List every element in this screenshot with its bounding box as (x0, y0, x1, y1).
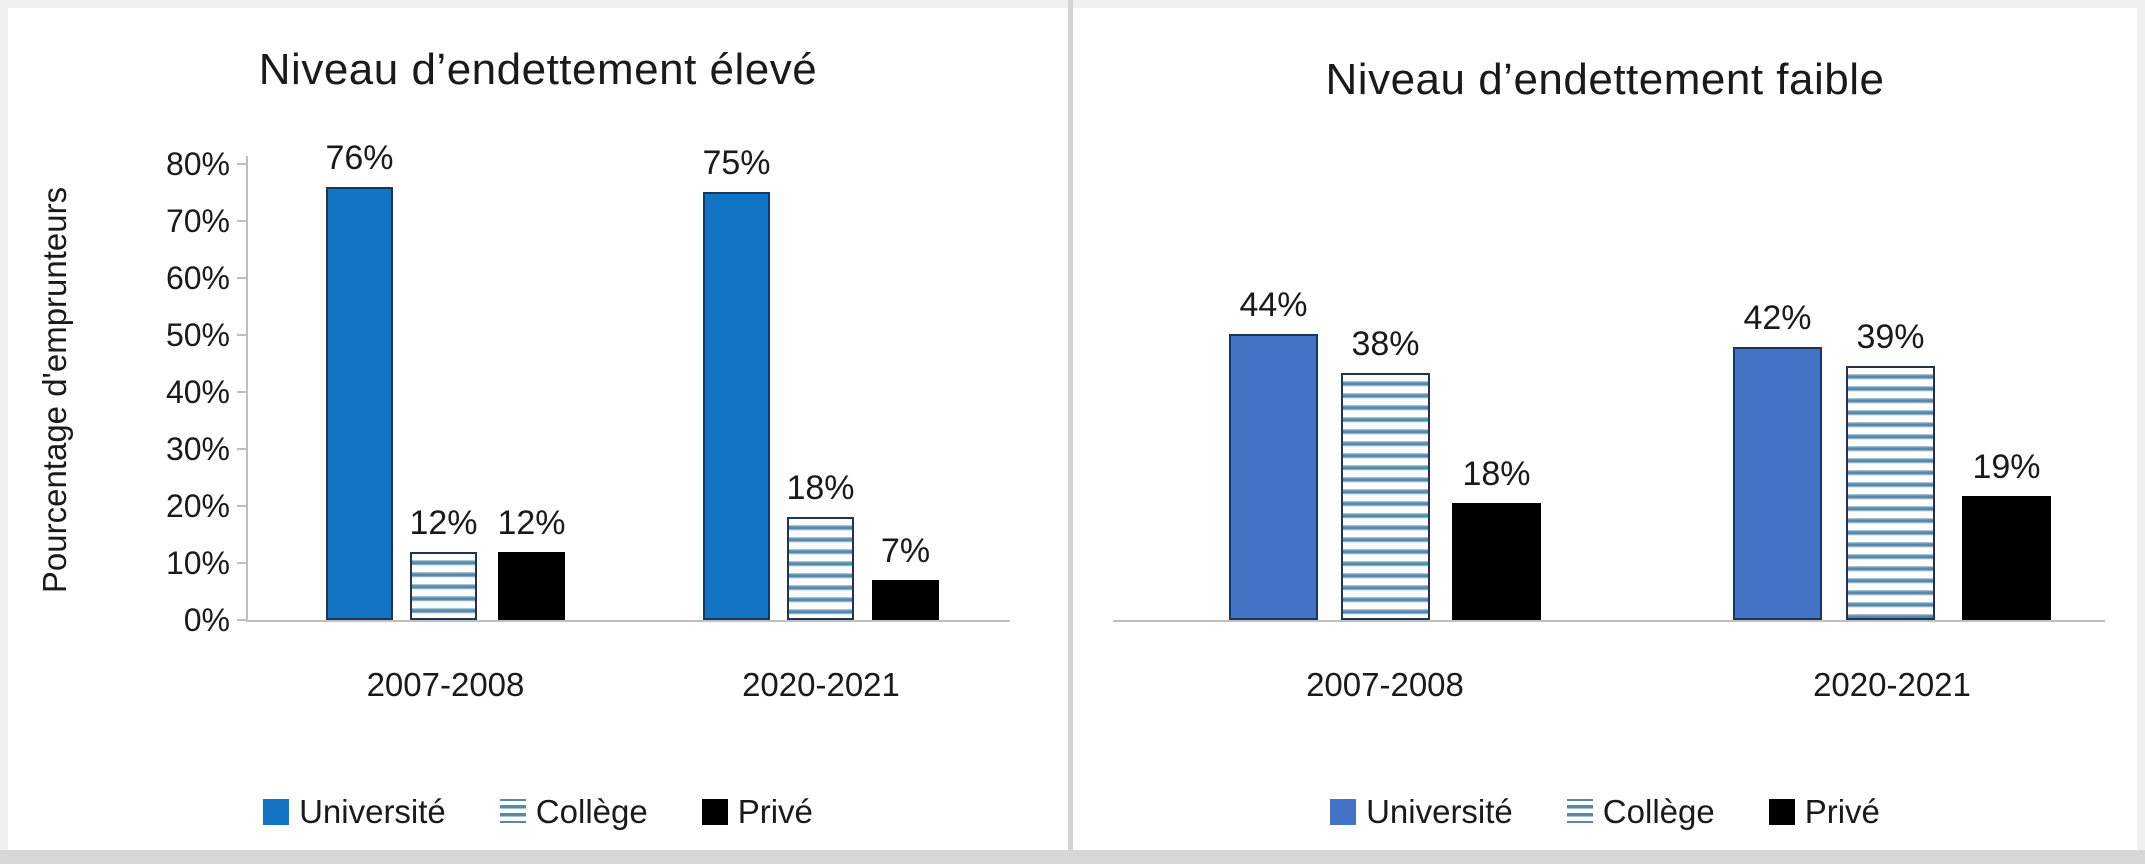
y-tick (237, 448, 246, 450)
legend-item-universite: Université (263, 794, 446, 830)
legend-swatch-college (1566, 799, 1593, 825)
value-label-prive-2020-2021: 7% (880, 532, 931, 570)
value-label-college-2007-2008: 12% (409, 504, 478, 542)
bar-college-2020-2021 (1846, 366, 1935, 620)
y-tick (237, 163, 246, 165)
value-label-prive-2020-2021: 19% (1972, 448, 2041, 486)
value-label-universite-2007-2008: 44% (1239, 286, 1308, 324)
legend-swatch-prive (701, 799, 728, 825)
x-category-label-2007-2008: 2007-2008 (366, 666, 525, 703)
y-tick (237, 391, 246, 393)
value-label-prive-2007-2008: 12% (497, 504, 566, 542)
bar-prive-2020-2021 (872, 580, 939, 620)
y-tick-label: 50% (165, 317, 230, 353)
chart-panel-endettement-faible: Niveau d’endettement faible 44% 38% 18% 200… (1073, 8, 2137, 850)
legend-label-universite: Université (299, 793, 446, 830)
legend-label-prive: Privé (737, 793, 813, 830)
bar-prive-2020-2021 (1962, 496, 2051, 620)
legend-item-prive: Privé (1768, 793, 1880, 830)
legend: Université Collège Privé (1073, 794, 2137, 830)
legend-label-college: Collège (535, 793, 648, 830)
bottom-edge-strip (0, 850, 2145, 864)
y-tick (237, 562, 246, 564)
x-baseline (1113, 620, 2105, 622)
y-tick-label: 20% (165, 488, 230, 524)
value-label-college-2020-2021: 18% (786, 469, 855, 507)
x-category-label-2020-2021: 2020-2021 (742, 666, 900, 703)
x-category-label-2007-2008: 2007-2008 (1306, 666, 1464, 703)
bar-prive-2007-2008 (498, 552, 565, 620)
chart-panel-endettement-eleve: Niveau d’endettement élevé Pourcentage d… (8, 8, 1068, 850)
chart-title: Niveau d’endettement élevé (258, 45, 818, 94)
bar-universite-2020-2021 (1733, 347, 1822, 620)
legend-item-college: Collège (1566, 793, 1715, 830)
legend-label-college: Collège (1602, 793, 1715, 830)
legend: Université Collège Privé (8, 794, 1068, 830)
value-label-college-2020-2021: 39% (1856, 318, 1925, 356)
bar-universite-2007-2008 (1229, 334, 1318, 620)
value-label-universite-2020-2021: 42% (1743, 299, 1812, 337)
y-tick (237, 277, 246, 279)
legend-swatch-prive (1768, 799, 1795, 825)
bar-universite-2020-2021 (703, 192, 770, 620)
x-category-label-2020-2021: 2020-2021 (1813, 666, 1971, 703)
legend-swatch-universite (1330, 799, 1357, 825)
bar-college-2007-2008 (410, 552, 477, 620)
value-label-universite-2007-2008: 76% (325, 139, 394, 177)
panel-divider (1068, 0, 1073, 850)
legend-item-prive: Privé (701, 793, 813, 830)
legend-swatch-universite (263, 799, 290, 825)
x-baseline (246, 620, 1010, 622)
y-tick (237, 619, 246, 621)
y-tick (237, 220, 246, 222)
bar-prive-2007-2008 (1452, 503, 1541, 620)
y-axis-title: Pourcentage d'emprunteurs (36, 186, 73, 594)
y-tick-label: 30% (165, 431, 230, 467)
y-tick (237, 505, 246, 507)
y-tick-label: 0% (183, 602, 230, 638)
y-tick (237, 334, 246, 336)
bar-universite-2007-2008 (326, 187, 393, 620)
y-tick-label: 70% (165, 203, 230, 239)
value-label-prive-2007-2008: 18% (1462, 455, 1531, 493)
value-label-universite-2020-2021: 75% (702, 144, 771, 182)
y-tick-label: 60% (165, 260, 230, 296)
value-label-college-2007-2008: 38% (1351, 325, 1420, 363)
y-tick-label: 80% (165, 146, 230, 182)
legend-label-universite: Université (1366, 793, 1513, 830)
legend-label-prive: Privé (1804, 793, 1880, 830)
chart-title: Niveau d’endettement faible (1325, 55, 1885, 104)
legend-item-universite: Université (1330, 794, 1513, 830)
bar-college-2020-2021 (787, 517, 854, 620)
legend-item-college: Collège (499, 793, 648, 830)
y-axis-line (246, 156, 248, 622)
legend-swatch-college (499, 799, 526, 825)
bar-college-2007-2008 (1341, 373, 1430, 620)
y-tick-label: 10% (165, 545, 230, 581)
y-tick-label: 40% (165, 374, 230, 410)
